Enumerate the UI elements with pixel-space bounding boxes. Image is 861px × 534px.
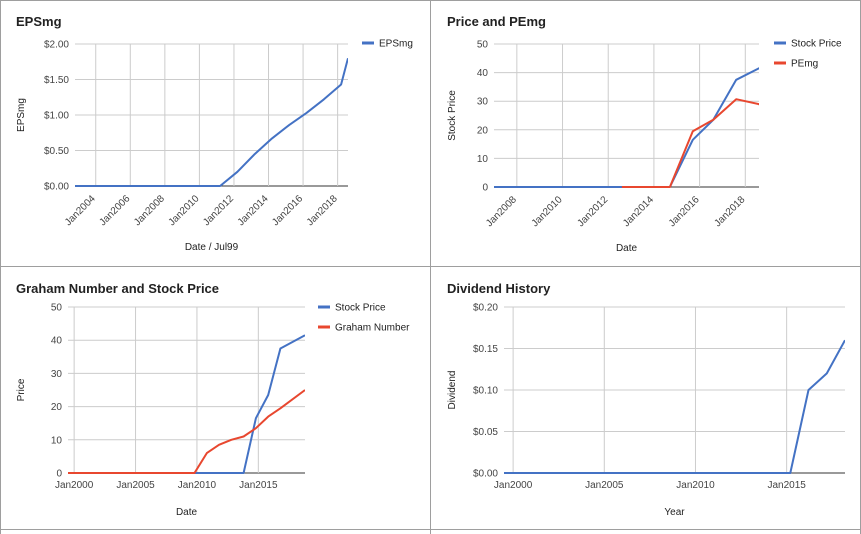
x-tick-label: Jan2010 xyxy=(530,194,565,229)
series-line-0 xyxy=(494,67,759,188)
series-line-1 xyxy=(621,98,759,188)
y-tick-label: $0.20 xyxy=(473,303,498,314)
x-tick-label: Jan2000 xyxy=(55,480,94,491)
x-tick-label: Jan2015 xyxy=(767,480,806,491)
x-tick-label: Jan2012 xyxy=(201,193,236,228)
y-tick-label: $0.00 xyxy=(44,182,69,193)
y-tick-label: 50 xyxy=(51,303,63,314)
legend-swatch xyxy=(362,41,374,45)
legend-label: Stock Price xyxy=(791,39,842,50)
y-tick-label: 0 xyxy=(482,183,488,194)
legend-label: Stock Price xyxy=(335,303,386,314)
legend-swatch xyxy=(318,305,330,309)
y-tick-label: $0.05 xyxy=(473,427,498,438)
dividend-chart-panel: Dividend History $0.00 $0.05 $0.10 $0.15 $0.2… xyxy=(431,267,861,534)
x-tick-label: Jan2005 xyxy=(116,480,155,491)
horizontal-divider xyxy=(0,266,861,267)
legend-label: EPSmg xyxy=(379,39,413,50)
x-tick-label: Jan2010 xyxy=(167,193,202,228)
y-tick-label: $1.00 xyxy=(44,111,69,122)
legend-label: Graham Number xyxy=(335,323,410,334)
y-tick-label: $0.15 xyxy=(473,344,498,355)
y-tick-label: 30 xyxy=(477,97,489,108)
x-tick-label: Jan2015 xyxy=(239,480,278,491)
eps-chart-panel: EPSmg $0.00 $0.50 $1.00 $1.50 $2.00 Jan2004 Jan… xyxy=(0,0,430,266)
y-tick-label: 30 xyxy=(51,369,63,380)
chart-svg: Graham Number and Stock Price 0 10 20 30 40 50… xyxy=(16,281,410,518)
graham-chart-panel: Graham Number and Stock Price 0 10 20 30 40 50… xyxy=(0,267,430,534)
x-tick-label: Jan2014 xyxy=(236,193,271,228)
legend-label: PEmg xyxy=(791,59,818,70)
outer-border-bottom xyxy=(0,529,861,530)
x-tick-label: Jan2008 xyxy=(484,194,519,229)
series-line-0 xyxy=(504,339,845,474)
legend-swatch xyxy=(318,325,330,329)
y-tick-label: 40 xyxy=(51,336,63,347)
y-axis-title: Stock Price xyxy=(447,90,458,141)
x-tick-label: Jan2010 xyxy=(676,480,715,491)
x-tick-label: Jan2016 xyxy=(667,194,702,229)
y-axis-title: EPSmg xyxy=(16,98,27,132)
x-tick-label: Jan2008 xyxy=(132,193,167,228)
y-tick-label: 50 xyxy=(477,40,489,51)
y-tick-label: 20 xyxy=(51,402,63,413)
x-axis-title: Date xyxy=(616,243,638,254)
y-tick-label: 20 xyxy=(477,125,489,136)
series-line-1 xyxy=(68,389,305,474)
price-pe-chart-panel: Price and PEmg 0 10 20 30 40 50 Jan2008 Jan2010 J… xyxy=(431,0,861,266)
chart-title: Graham Number and Stock Price xyxy=(16,281,219,296)
x-axis-title: Year xyxy=(664,507,685,518)
x-tick-label: Jan2018 xyxy=(305,193,340,228)
x-axis-title: Date xyxy=(176,507,198,518)
x-tick-label: Jan2006 xyxy=(97,193,132,228)
y-tick-label: $0.50 xyxy=(44,146,69,157)
x-tick-label: Jan2012 xyxy=(575,194,610,229)
x-tick-label: Jan2016 xyxy=(270,193,305,228)
legend-swatch xyxy=(774,41,786,45)
chart-title: Price and PEmg xyxy=(447,14,546,29)
series-line-0 xyxy=(75,57,348,187)
legend-swatch xyxy=(774,61,786,65)
y-tick-label: $1.50 xyxy=(44,75,69,86)
y-tick-label: 40 xyxy=(477,68,489,79)
x-axis-title: Date / Jul99 xyxy=(185,242,239,253)
x-tick-label: Jan2018 xyxy=(713,194,748,229)
y-tick-label: 0 xyxy=(56,469,62,480)
y-tick-label: 10 xyxy=(51,435,63,446)
chart-title: EPSmg xyxy=(16,14,62,29)
y-tick-label: 10 xyxy=(477,154,489,165)
y-tick-label: $0.10 xyxy=(473,386,498,397)
x-tick-label: Jan2004 xyxy=(63,193,98,228)
x-tick-label: Jan2005 xyxy=(585,480,624,491)
x-tick-label: Jan2010 xyxy=(178,480,217,491)
x-tick-label: Jan2000 xyxy=(494,480,533,491)
y-axis-title: Price xyxy=(16,378,27,401)
outer-border-left xyxy=(0,0,1,534)
y-tick-label: $0.00 xyxy=(473,469,498,480)
y-tick-label: $2.00 xyxy=(44,40,69,51)
chart-title: Dividend History xyxy=(447,281,551,296)
chart-svg: Dividend History $0.00 $0.05 $0.10 $0.15 $0.2… xyxy=(447,281,845,518)
outer-border-top xyxy=(0,0,861,1)
y-axis-title: Dividend xyxy=(447,371,458,410)
series-line-0 xyxy=(68,334,305,474)
x-tick-label: Jan2014 xyxy=(621,194,656,229)
vertical-divider xyxy=(430,0,431,534)
chart-svg: Price and PEmg 0 10 20 30 40 50 Jan2008 Jan2010 J… xyxy=(447,14,842,254)
